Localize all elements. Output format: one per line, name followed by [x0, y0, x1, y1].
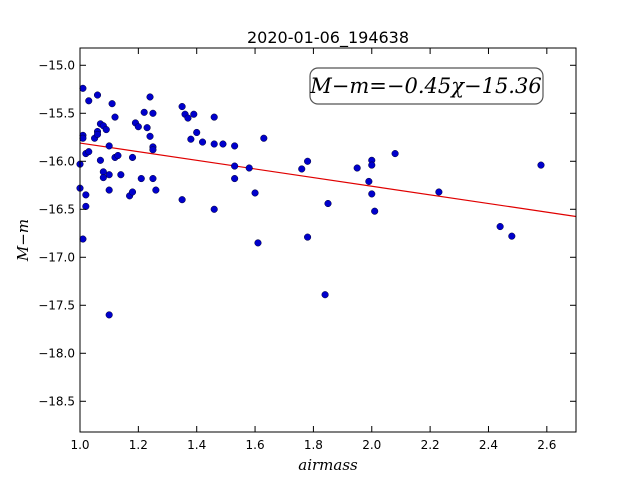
data-point: [96, 156, 104, 164]
data-point: [93, 91, 102, 99]
x-tick-label: 1.2: [129, 438, 148, 452]
data-point: [93, 130, 102, 138]
data-point: [435, 188, 443, 196]
y-tick-label: −18.0: [38, 346, 75, 360]
data-point: [79, 235, 87, 243]
data-point: [496, 223, 504, 231]
data-point: [85, 97, 93, 105]
y-tick-label: −16.0: [38, 154, 75, 168]
data-point: [146, 132, 154, 140]
data-point: [368, 190, 376, 198]
data-point: [149, 175, 157, 183]
fit-annotation: M−m=−0.45χ−15.36: [309, 74, 541, 98]
data-point: [210, 113, 218, 121]
data-point: [210, 205, 218, 213]
data-point: [134, 123, 142, 131]
data-point: [178, 103, 186, 111]
data-point: [210, 140, 218, 148]
annotation-box: [309, 67, 544, 105]
data-point: [128, 153, 137, 161]
data-point: [184, 114, 192, 122]
plot-area: 1.0 1.2 1.4 1.6 1.8 2.0 2.2 2.4 2.6 −15.0 −15.5 −16…: [38, 47, 577, 452]
data-point: [231, 162, 239, 170]
data-point: [82, 202, 90, 210]
y-axis-label: M−m: [14, 219, 32, 262]
data-point: [143, 124, 151, 132]
data-point: [193, 128, 201, 137]
data-point: [231, 175, 239, 183]
x-tick-label: 2.4: [479, 438, 498, 452]
data-point: [85, 148, 93, 156]
data-point: [321, 291, 329, 299]
data-point: [260, 134, 268, 142]
data-point: [254, 239, 262, 247]
data-point: [304, 157, 312, 165]
x-tick-label: 2.6: [537, 438, 556, 452]
data-point: [178, 196, 186, 204]
x-tick-label: 1.4: [187, 438, 206, 452]
x-tick-label: 1.8: [304, 438, 323, 452]
x-tick-label: 1.6: [246, 438, 265, 452]
data-point: [79, 84, 87, 92]
data-point: [82, 191, 90, 199]
data-point: [251, 189, 259, 197]
data-point: [304, 233, 312, 241]
data-point: [105, 171, 113, 179]
x-axis-label: airmass: [298, 456, 358, 474]
data-point: [245, 164, 253, 172]
data-point: [152, 186, 160, 194]
data-point: [365, 177, 373, 185]
data-point: [298, 165, 306, 173]
data-point: [231, 142, 239, 150]
data-point: [190, 110, 198, 118]
data-point: [146, 93, 154, 101]
data-point: [102, 126, 110, 134]
data-point: [114, 151, 122, 160]
data-point: [140, 108, 148, 116]
x-tick-label: 2.2: [421, 438, 440, 452]
data-point: [128, 188, 137, 196]
x-tick-label: 2.0: [362, 438, 381, 452]
data-point: [537, 161, 545, 169]
data-point: [111, 113, 119, 121]
data-point: [105, 142, 113, 150]
data-point: [187, 135, 195, 143]
data-point: [508, 232, 516, 240]
data-point: [149, 146, 157, 154]
data-point: [149, 109, 157, 117]
data-point: [353, 164, 361, 172]
data-point: [79, 134, 87, 142]
data-point: [371, 207, 379, 215]
data-point: [391, 150, 399, 158]
data-point: [137, 175, 145, 183]
y-tick-label: −17.0: [38, 250, 75, 264]
data-point: [368, 161, 376, 169]
data-point: [324, 199, 332, 208]
data-point: [99, 174, 107, 182]
data-point: [198, 138, 207, 146]
y-tick-label: −16.5: [38, 202, 75, 216]
y-tick-label: −15.5: [38, 106, 75, 120]
chart-title: 2020-01-06_194638: [247, 28, 409, 48]
data-point: [105, 311, 113, 319]
y-tick-label: −17.5: [38, 298, 75, 312]
data-point: [117, 171, 125, 179]
fit-line: [79, 142, 577, 218]
data-point: [219, 140, 227, 148]
y-tick-label: −15.0: [38, 58, 75, 72]
data-point: [108, 100, 116, 108]
x-tick-label: 1.0: [70, 438, 89, 452]
plot-frame: [79, 47, 577, 433]
data-point: [105, 186, 113, 194]
y-tick-label: −18.5: [38, 394, 75, 408]
